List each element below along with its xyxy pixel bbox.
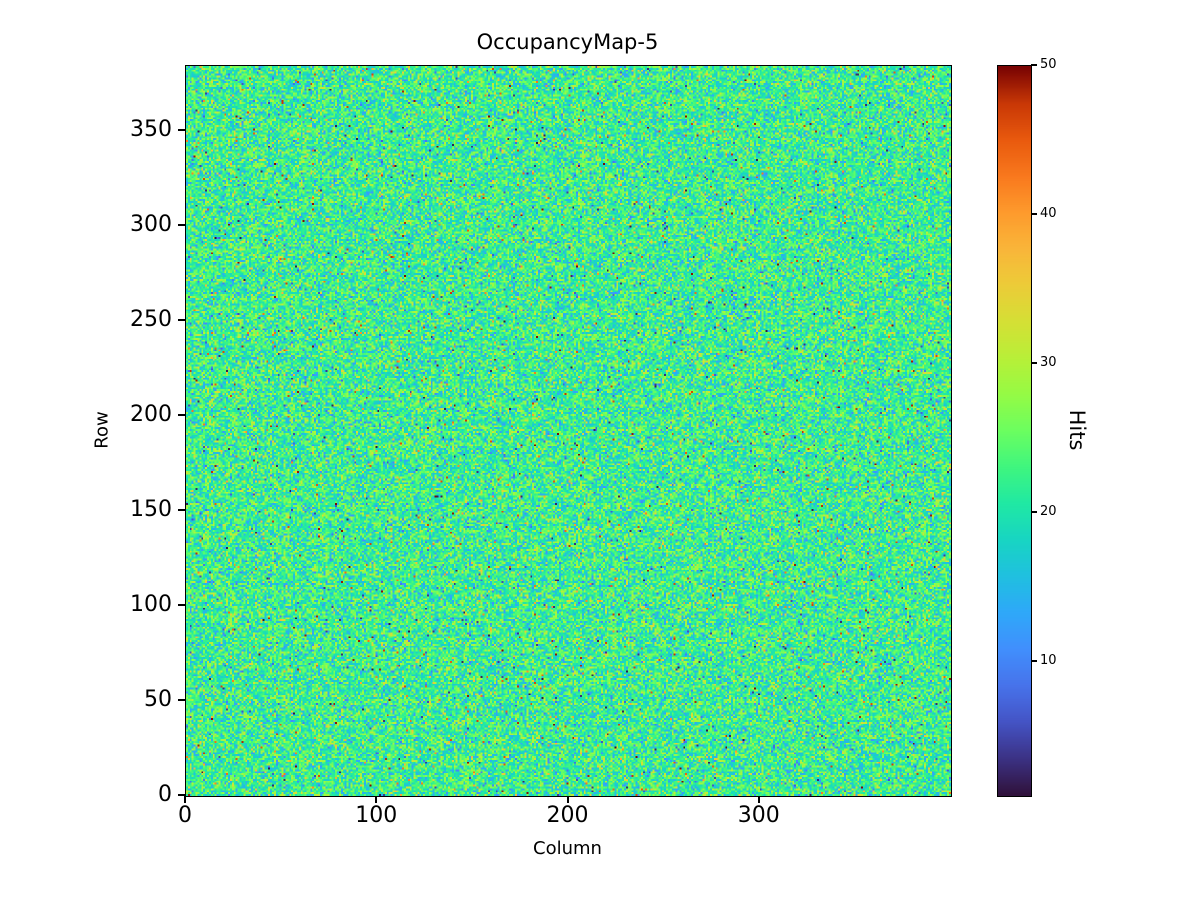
x-tick-label: 300: [737, 803, 780, 828]
y-tick-mark: [178, 508, 185, 511]
y-tick-label: 300: [130, 211, 172, 237]
colorbar-tick-mark: [1031, 362, 1037, 364]
x-tick-mark: [375, 796, 378, 803]
y-tick-label: 50: [144, 686, 172, 712]
y-tick-label: 0: [158, 782, 172, 807]
x-tick-mark: [757, 796, 760, 803]
x-tick-label: 100: [355, 803, 398, 828]
y-axis-label: Row: [91, 411, 113, 449]
y-tick-mark: [178, 698, 185, 701]
colorbar-tick-mark: [1031, 64, 1037, 66]
y-tick-label: 200: [130, 401, 172, 427]
y-tick-mark: [178, 603, 185, 606]
colorbar-tick-label: 20: [1040, 503, 1057, 519]
y-tick-mark: [178, 223, 185, 226]
x-tick-label: 200: [546, 803, 589, 828]
y-tick-mark: [178, 128, 185, 131]
colorbar-label: Hits: [1065, 409, 1089, 451]
y-tick-mark: [178, 413, 185, 416]
colorbar-tick-mark: [1031, 511, 1037, 513]
y-tick-label: 250: [130, 306, 172, 332]
colorbar-tick-label: 10: [1040, 652, 1057, 668]
colorbar-tick-mark: [1031, 213, 1037, 215]
y-tick-label: 350: [130, 116, 172, 142]
x-tick-label: 0: [178, 803, 192, 828]
chart-title: OccupancyMap-5: [476, 30, 659, 54]
x-tick-mark: [184, 796, 186, 803]
x-axis-label: Column: [533, 838, 602, 859]
colorbar-tick-mark: [1031, 660, 1037, 662]
colorbar-tick-label: 40: [1040, 205, 1057, 221]
colorbar-canvas: [998, 66, 1031, 796]
y-tick-mark: [178, 318, 185, 321]
plot-area: [185, 65, 952, 797]
y-tick-mark: [178, 794, 185, 796]
colorbar: [997, 65, 1032, 797]
colorbar-tick-label: 50: [1040, 57, 1057, 72]
y-tick-label: 150: [130, 496, 172, 522]
y-tick-label: 100: [130, 591, 172, 617]
x-tick-mark: [566, 796, 569, 803]
colorbar-tick-label: 30: [1040, 354, 1057, 370]
heatmap-canvas: [186, 66, 951, 796]
